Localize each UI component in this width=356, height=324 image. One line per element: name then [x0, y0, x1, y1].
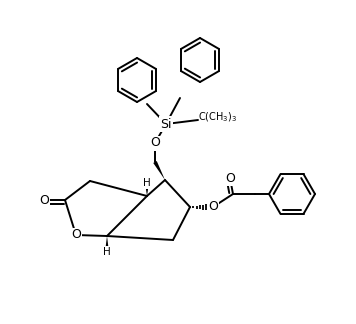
Polygon shape — [105, 236, 109, 252]
Text: H: H — [143, 178, 151, 188]
Text: H: H — [103, 247, 111, 257]
Text: O: O — [150, 136, 160, 149]
Text: Si: Si — [160, 118, 172, 131]
Text: O: O — [208, 201, 218, 214]
Text: O: O — [225, 171, 235, 184]
Text: O: O — [39, 193, 49, 206]
Polygon shape — [145, 183, 149, 196]
Text: O: O — [71, 228, 81, 241]
Text: C(CH$_3$)$_3$: C(CH$_3$)$_3$ — [198, 110, 237, 124]
Polygon shape — [153, 161, 165, 180]
